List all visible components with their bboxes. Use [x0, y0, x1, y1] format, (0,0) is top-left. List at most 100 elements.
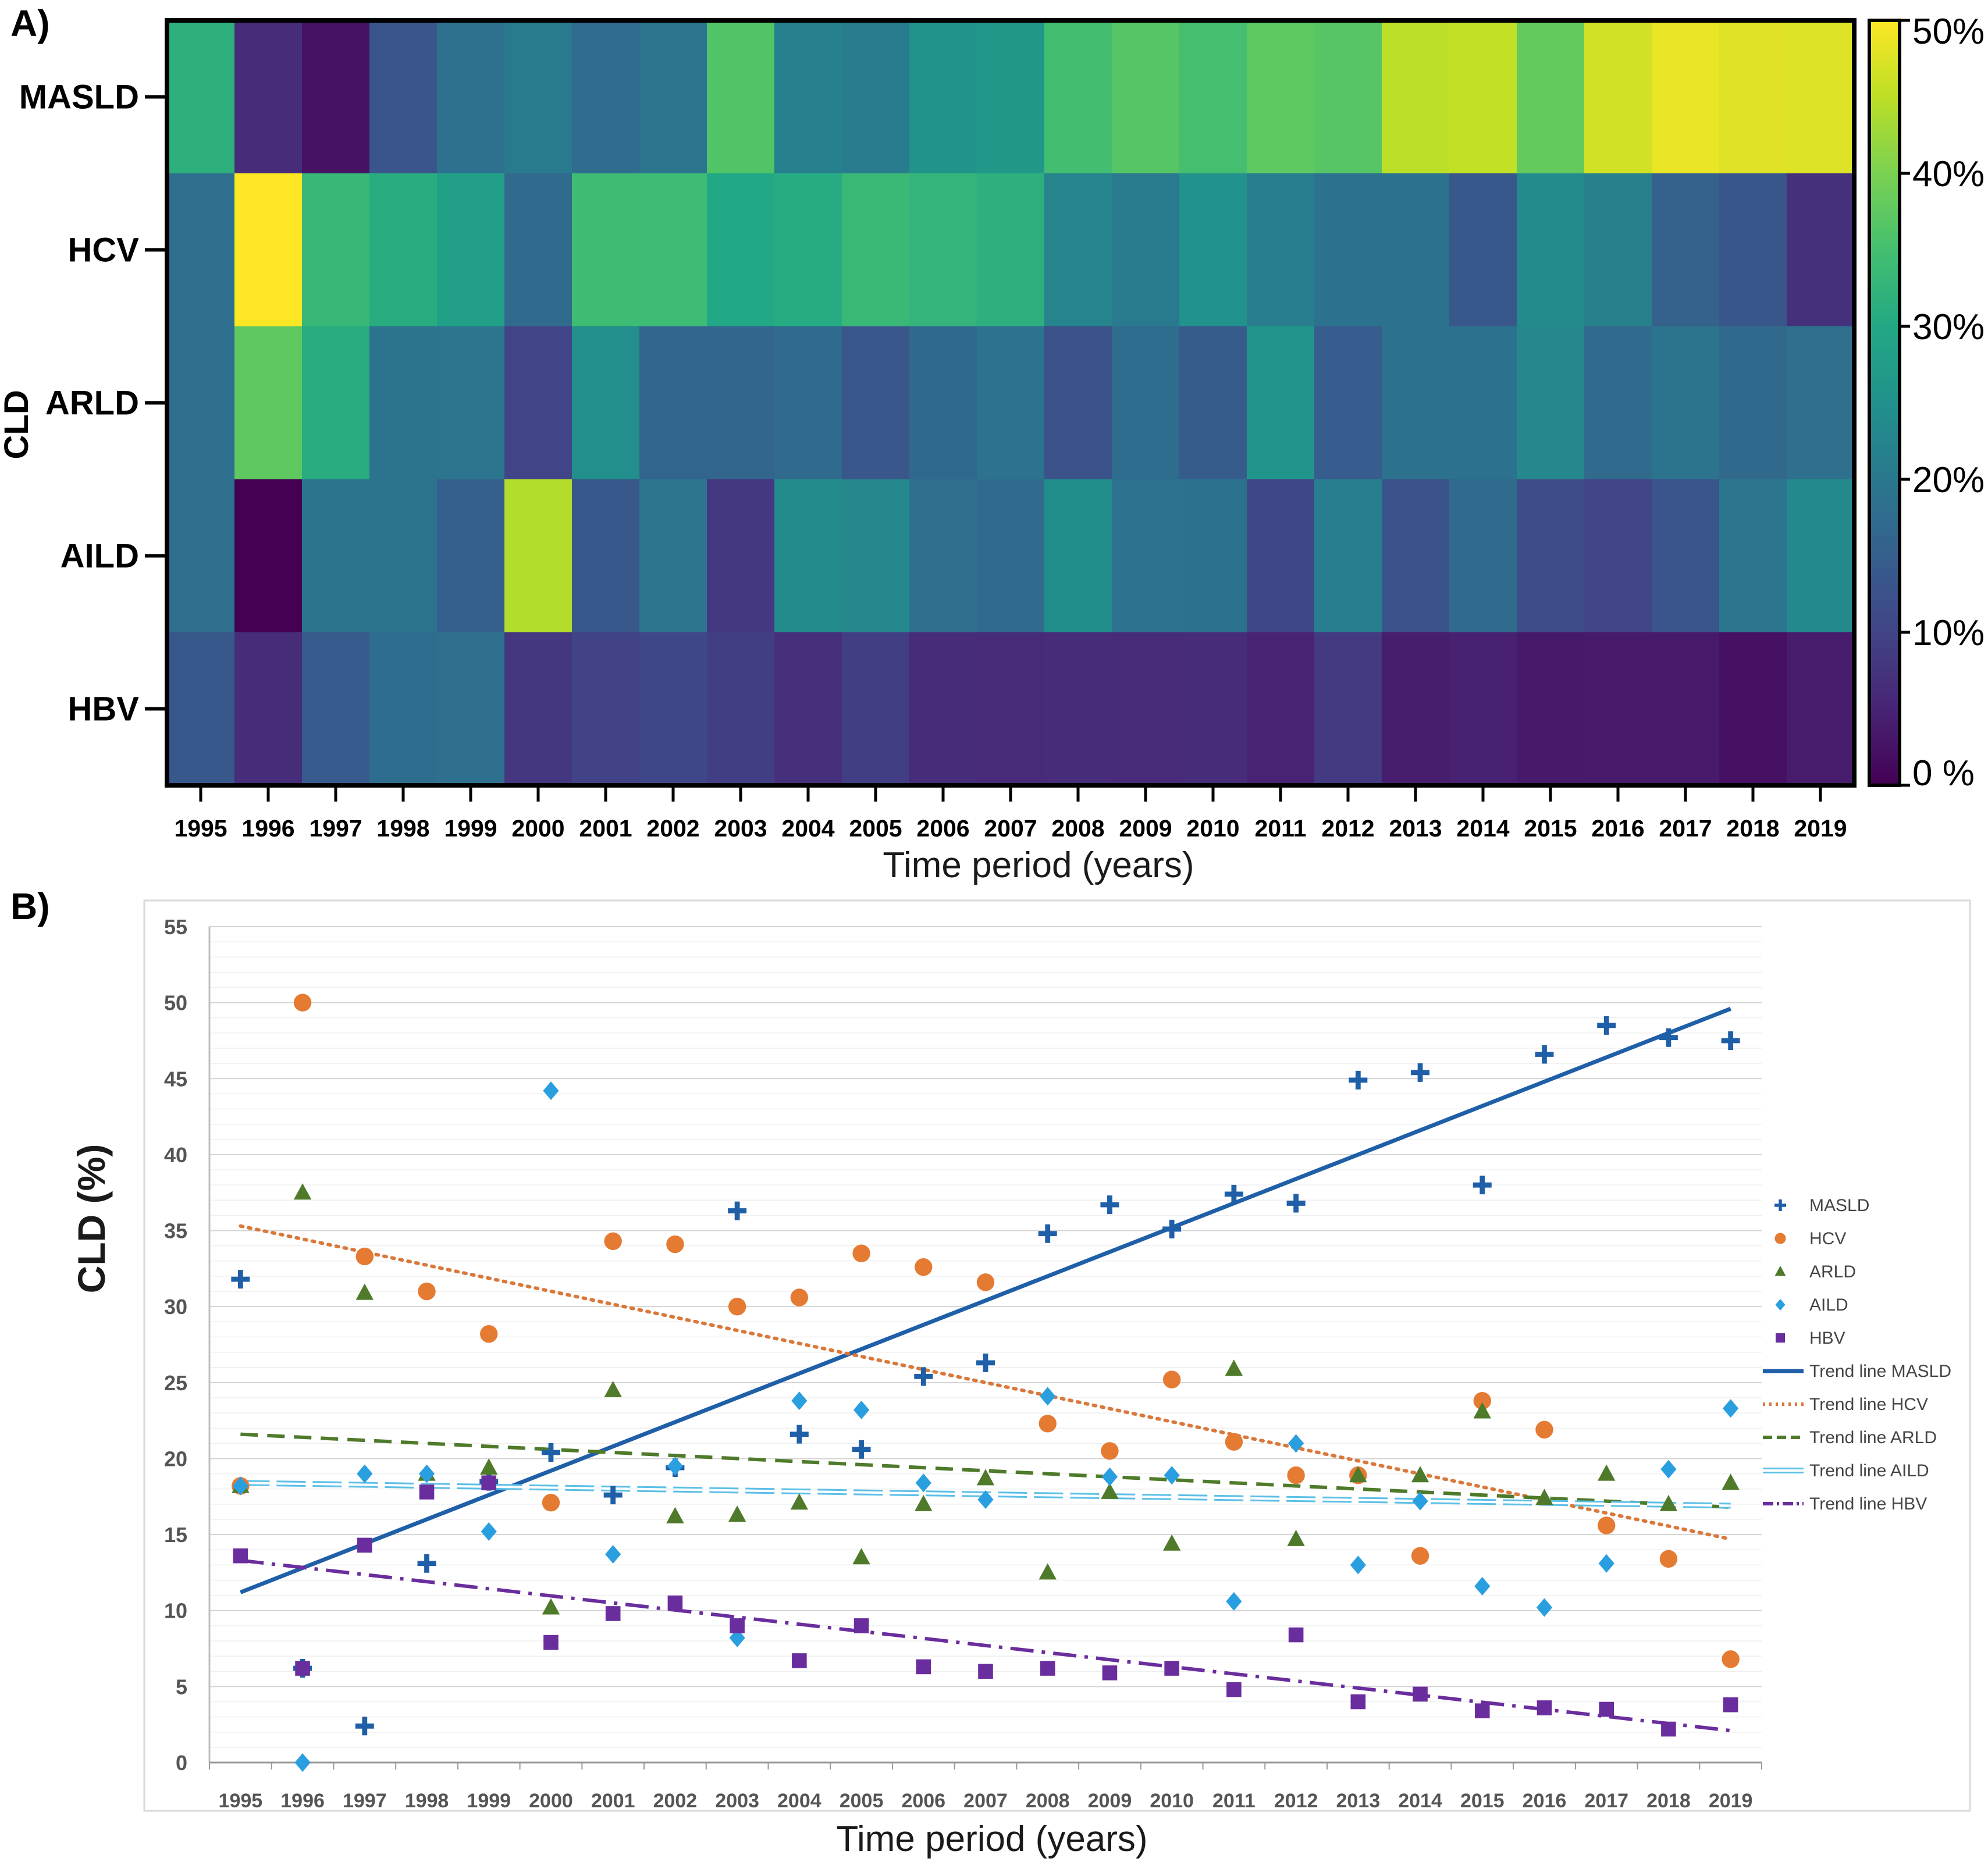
legend-label-trend-line-arld: Trend line ARLD — [1809, 1428, 1937, 1447]
y-tick-label: 10 — [164, 1599, 187, 1623]
heatmap-cell-masld-2018 — [1719, 20, 1787, 174]
x-tick-label: 2011 — [1212, 1790, 1256, 1812]
hbv-point-2016 — [1537, 1700, 1552, 1715]
heatmap-cell-hbv-2005 — [842, 632, 910, 786]
heatmap-col-label: 2002 — [646, 815, 699, 842]
legend-marker-hbv — [1776, 1333, 1785, 1343]
panel-a-label: A) — [10, 2, 50, 44]
heatmap-cell-masld-2009 — [1112, 20, 1180, 174]
hbv-point-2018 — [1661, 1721, 1676, 1737]
heatmap-cell-hcv-2012 — [1314, 173, 1382, 327]
heatmap-col-label: 1997 — [309, 815, 362, 842]
colorbar-tick-label: 30% — [1912, 307, 1985, 347]
hcv-point-2016 — [1535, 1420, 1553, 1439]
masld-point-2015 — [1473, 1176, 1492, 1195]
legend-label-aild: AILD — [1809, 1295, 1848, 1315]
legend-label-masld: MASLD — [1809, 1196, 1869, 1215]
heatmap-cell-hcv-2017 — [1652, 173, 1720, 327]
heatmap-cell-hbv-2019 — [1787, 632, 1855, 786]
masld-point-2000 — [541, 1443, 560, 1462]
heatmap-cell-hcv-1995 — [167, 173, 235, 327]
colorbar-tick-label: 40% — [1912, 154, 1985, 194]
heatmap-cell-hbv-2009 — [1112, 632, 1180, 786]
heatmap-cell-hcv-2005 — [842, 173, 910, 327]
heatmap-cell-hbv-1996 — [234, 632, 303, 786]
hbv-point-2015 — [1474, 1703, 1490, 1718]
y-tick-label: 15 — [164, 1523, 187, 1547]
heatmap-cell-masld-1995 — [167, 20, 235, 174]
hbv-point-2009 — [1102, 1665, 1118, 1681]
aild-point-2014 — [1412, 1491, 1428, 1511]
hcv-point-2004 — [790, 1288, 809, 1306]
heatmap-cell-arld-2016 — [1584, 326, 1652, 480]
legend-label-arld: ARLD — [1809, 1262, 1856, 1281]
legend-label-trend-line-masld: Trend line MASLD — [1809, 1362, 1951, 1381]
legend-label-trend-line-aild: Trend line AILD — [1809, 1461, 1929, 1480]
aild-point-1996 — [294, 1753, 311, 1772]
heatmap-cell-hbv-2017 — [1652, 632, 1720, 786]
heatmap-row-label: HBV — [68, 690, 140, 728]
masld-point-2018 — [1659, 1028, 1678, 1047]
heatmap-cell-hcv-2013 — [1382, 173, 1450, 327]
scatter-legend: MASLD HCV ARLD AILD HBV Trend line MASLD Trend… — [1763, 1196, 1951, 1514]
hbv-point-1997 — [357, 1537, 372, 1553]
arld-point-1997 — [355, 1283, 374, 1300]
heatmap-cell-hcv-2014 — [1449, 173, 1517, 327]
heatmap-cell-masld-2015 — [1517, 20, 1585, 174]
heatmap-row-label: HCV — [68, 232, 140, 269]
heatmap-cell-aild-2009 — [1112, 479, 1180, 633]
heatmap-col-label: 2009 — [1119, 815, 1172, 842]
heatmap-cell-aild-2007 — [977, 479, 1045, 633]
aild-point-2003 — [729, 1628, 745, 1647]
heatmap-cell-hbv-2013 — [1382, 632, 1450, 786]
heatmap-cell-hbv-1999 — [437, 632, 505, 786]
arld-point-2002 — [666, 1507, 684, 1523]
hbv-point-1995 — [233, 1548, 248, 1564]
arld-point-1996 — [293, 1183, 312, 1200]
heatmap-cell-masld-1996 — [234, 20, 303, 174]
heatmap-cell-hbv-1995 — [167, 632, 235, 786]
panel-b-label: B) — [10, 885, 50, 927]
hbv-point-2017 — [1599, 1701, 1614, 1717]
scatter-y-axis-title: CLD (%) — [70, 1144, 113, 1294]
legend-marker-aild — [1775, 1299, 1786, 1311]
trend-line-hbv — [240, 1558, 1731, 1733]
hcv-point-2000 — [542, 1494, 560, 1512]
heatmap-cell-masld-2012 — [1314, 20, 1382, 174]
heatmap-cell-arld-2019 — [1787, 326, 1855, 480]
heatmap-cell-aild-2017 — [1652, 479, 1720, 633]
heatmap-cell-hbv-2015 — [1517, 632, 1585, 786]
heatmap-col-label: 1999 — [444, 815, 497, 842]
heatmap-cell-hcv-2002 — [639, 173, 707, 327]
x-tick-label: 2008 — [1026, 1790, 1070, 1812]
hcv-point-2005 — [852, 1244, 870, 1262]
aild-point-2018 — [1660, 1459, 1677, 1479]
heatmap-cell-aild-2013 — [1382, 479, 1450, 633]
hcv-point-2009 — [1101, 1442, 1119, 1460]
y-tick-label: 45 — [164, 1067, 187, 1091]
heatmap-col-label: 2003 — [714, 815, 767, 842]
panel-b-frame — [143, 899, 1971, 1812]
hbv-point-2012 — [1288, 1627, 1304, 1643]
heatmap-cell-aild-2010 — [1179, 479, 1247, 633]
heatmap-cell-masld-2005 — [842, 20, 910, 174]
heatmap-cell-hbv-2008 — [1044, 632, 1112, 786]
heatmap-col-label: 2011 — [1255, 815, 1307, 842]
x-tick-label: 2017 — [1584, 1790, 1628, 1812]
legend-label-hcv: HCV — [1809, 1229, 1846, 1248]
heatmap-cell-hbv-2003 — [707, 632, 775, 786]
arld-point-2012 — [1287, 1529, 1305, 1546]
heatmap-cell-aild-2014 — [1449, 479, 1517, 633]
heatmap-y-axis-title: CLD — [0, 390, 35, 459]
heatmap-cell-masld-2014 — [1449, 20, 1517, 174]
colorbar-tick-label: 50% — [1912, 12, 1985, 52]
aild-point-2016 — [1536, 1598, 1553, 1617]
heatmap-x-axis-title: Time period (years) — [883, 845, 1194, 885]
hbv-point-2019 — [1723, 1697, 1738, 1713]
heatmap-cell-masld-2007 — [977, 20, 1045, 174]
heatmap-cell-hcv-1997 — [302, 173, 370, 327]
heatmap-cell-aild-2005 — [842, 479, 910, 633]
arld-point-2009 — [1101, 1482, 1119, 1499]
arld-point-2004 — [790, 1493, 809, 1510]
arld-point-2018 — [1659, 1494, 1678, 1511]
